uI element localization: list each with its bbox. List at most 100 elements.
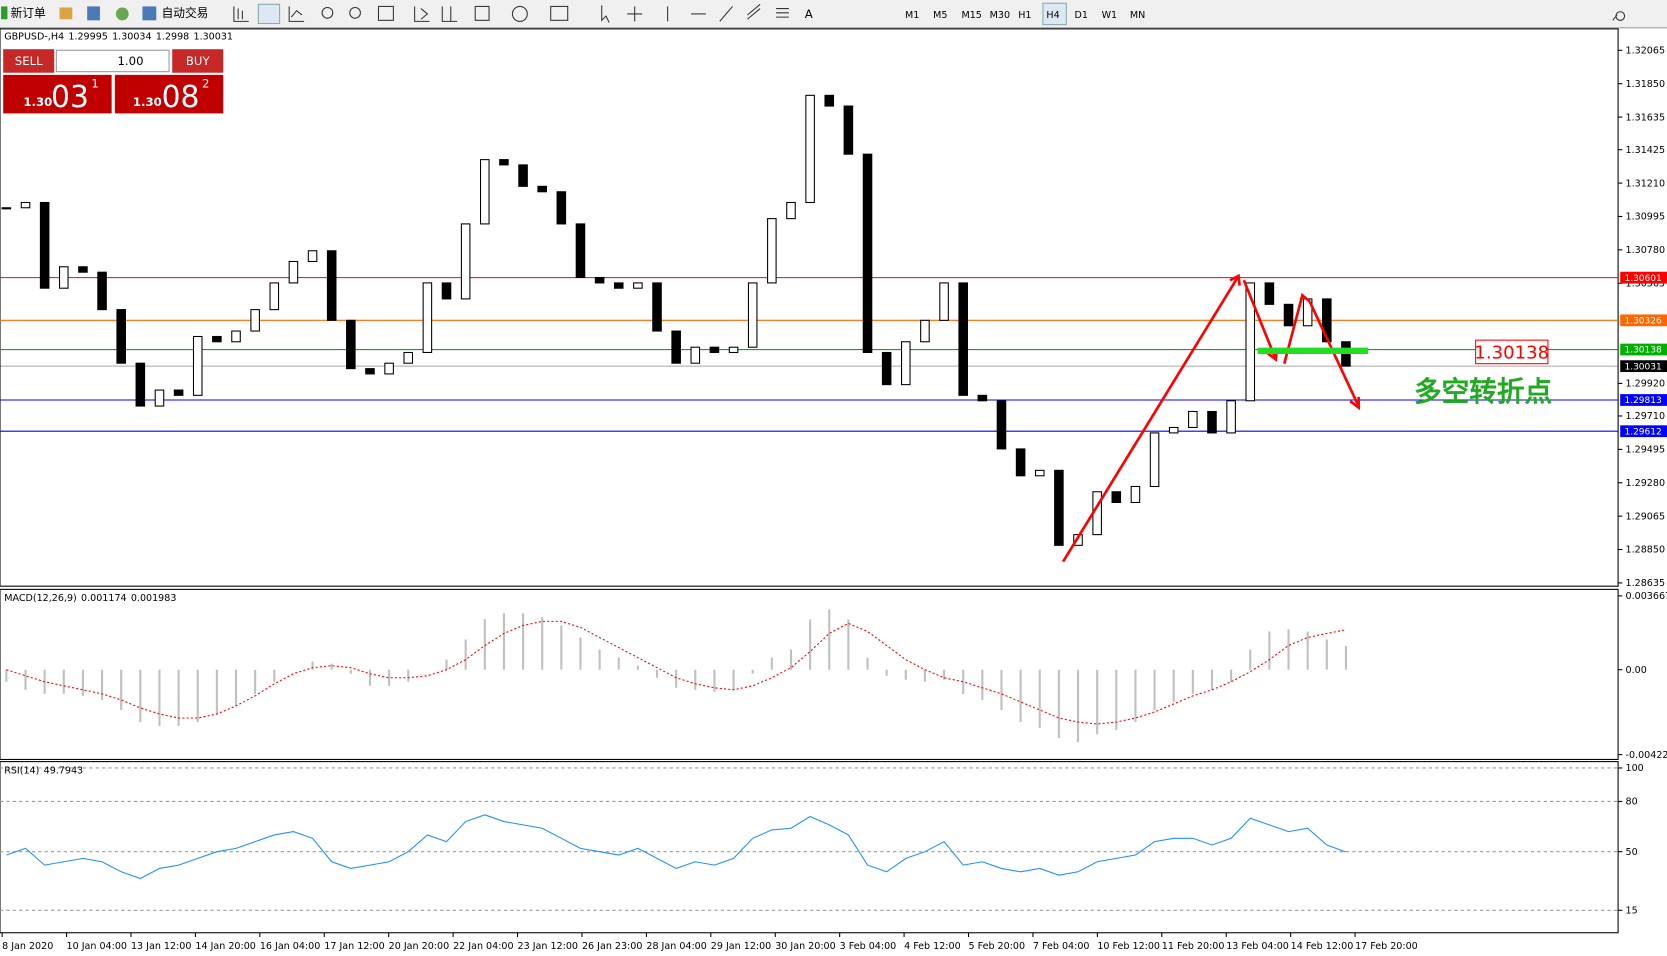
auto-trading-button[interactable]: 自动交易 <box>162 6 209 20</box>
rsi-pane <box>0 761 1619 934</box>
candle <box>1130 485 1141 504</box>
candle <box>518 164 528 187</box>
candle <box>59 266 69 289</box>
zoom-in-icon[interactable] <box>321 6 334 19</box>
text-tool[interactable]: A <box>805 7 813 21</box>
line-chart-icon[interactable] <box>288 6 305 22</box>
buy-label[interactable]: BUY <box>186 54 211 68</box>
timeframe-button[interactable]: D1 <box>1074 10 1087 21</box>
candle <box>671 330 681 364</box>
x-tick-label: 14 Feb 12:00 <box>1291 941 1354 952</box>
x-tick-label: 11 Feb 20:00 <box>1162 941 1225 952</box>
y-tick-label: 50 <box>1626 847 1638 858</box>
buy-price-pips: 08 <box>162 80 200 115</box>
candle-chart-icon[interactable] <box>257 3 281 25</box>
fibo-icon[interactable] <box>776 8 789 18</box>
buy-price-box[interactable] <box>114 74 224 114</box>
macd-pane <box>0 588 1619 760</box>
candle <box>460 223 471 300</box>
trendline-icon[interactable] <box>719 6 733 22</box>
channel-icon[interactable] <box>747 3 761 20</box>
y-tick-label: 1.31850 <box>1626 79 1665 90</box>
buy-button[interactable] <box>172 49 224 73</box>
candle <box>307 250 318 263</box>
candle <box>480 159 490 225</box>
candle <box>862 153 873 354</box>
trend-arrow <box>1062 275 1240 563</box>
lots-input[interactable] <box>55 49 170 73</box>
candle <box>1015 448 1026 477</box>
timeframe-button[interactable]: W1 <box>1102 10 1118 21</box>
price-level-tag <box>1620 425 1667 438</box>
y-tick-label: 1.29495 <box>1626 445 1665 456</box>
candle <box>767 218 777 284</box>
y-tick-label: 1.32065 <box>1626 45 1665 56</box>
sell-button[interactable] <box>3 49 55 73</box>
sell-price-box[interactable] <box>3 74 112 114</box>
candle <box>881 351 892 386</box>
timeframe-button[interactable]: M30 <box>990 10 1010 21</box>
x-tick-label: 13 Jan 12:00 <box>131 941 191 952</box>
candle <box>1245 282 1256 402</box>
periods-icon[interactable] <box>511 5 528 22</box>
annotation-text: 多空转折点 <box>1414 375 1552 408</box>
toolbar-icon[interactable] <box>59 7 73 20</box>
candle <box>843 105 854 155</box>
indicators-icon[interactable] <box>474 5 490 21</box>
candle <box>403 351 414 364</box>
y-tick-label: 15 <box>1626 905 1638 916</box>
auto-trading-icon[interactable] <box>142 6 157 21</box>
x-tick-label: 16 Jan 04:00 <box>260 941 320 952</box>
autoscroll-icon[interactable] <box>414 6 430 22</box>
timeframe-button[interactable]: H1 <box>1018 10 1031 21</box>
y-tick-label: 1.29710 <box>1626 411 1665 422</box>
timeframe-button[interactable]: MN <box>1130 10 1145 21</box>
price-level-label: 1.29612 <box>1624 427 1661 437</box>
active-timeframe-box <box>1042 2 1067 26</box>
chart-header: GBPUSD-,H4 1.29995 1.30034 1.2998 1.30031 <box>4 32 233 43</box>
sell-label[interactable]: SELL <box>15 54 43 68</box>
lots-value[interactable]: 1.00 <box>118 54 144 68</box>
cursor-icon[interactable] <box>601 5 610 23</box>
symbol: GBPUSD-,H4 <box>4 32 64 43</box>
price-level-label: 1.30138 <box>1624 346 1662 356</box>
toolbar-icon[interactable] <box>87 6 100 21</box>
new-order-icon[interactable] <box>1 6 8 20</box>
crosshair-icon[interactable] <box>627 6 643 22</box>
candle <box>384 362 394 375</box>
zoom-out-icon[interactable] <box>349 6 361 19</box>
candle <box>192 335 203 396</box>
tile-icon[interactable] <box>377 5 394 21</box>
candle <box>250 309 260 332</box>
search-icon[interactable] <box>1612 11 1626 21</box>
x-tick-label: 17 Feb 20:00 <box>1355 941 1418 952</box>
y-tick-label: 100 <box>1626 763 1644 774</box>
candle <box>288 260 299 284</box>
buy-price-point: 2 <box>202 77 209 91</box>
timeframe-button[interactable]: H4 <box>1046 10 1059 21</box>
bar-chart-icon[interactable] <box>233 6 249 22</box>
templates-icon[interactable] <box>550 5 569 21</box>
toolbar-icon[interactable] <box>115 7 129 21</box>
x-tick-label: 10 Feb 12:00 <box>1097 941 1160 952</box>
candle <box>1054 469 1064 546</box>
macd-value: 0.001174 <box>81 593 127 604</box>
price-label-box <box>1475 339 1549 365</box>
candle <box>365 368 375 375</box>
open: 1.29995 <box>68 32 107 43</box>
candle <box>1283 303 1294 327</box>
candle <box>212 335 222 343</box>
candle <box>20 201 31 209</box>
timeframe-button[interactable]: M5 <box>933 10 947 21</box>
price-level-label: 1.29813 <box>1624 396 1662 406</box>
new-order-button[interactable]: 新订单 <box>11 6 46 20</box>
sell-price-prefix: 1.30 <box>23 95 52 109</box>
x-tick-label: 4 Feb 12:00 <box>904 941 961 952</box>
shift-icon[interactable] <box>441 6 458 22</box>
x-tick-label: 3 Feb 04:00 <box>840 941 897 952</box>
timeframe-button[interactable]: M1 <box>905 10 919 21</box>
y-tick-label: 1.30780 <box>1626 245 1665 256</box>
candle <box>977 394 988 402</box>
timeframe-button[interactable]: M15 <box>962 10 982 21</box>
price-level-tag <box>1620 314 1667 327</box>
